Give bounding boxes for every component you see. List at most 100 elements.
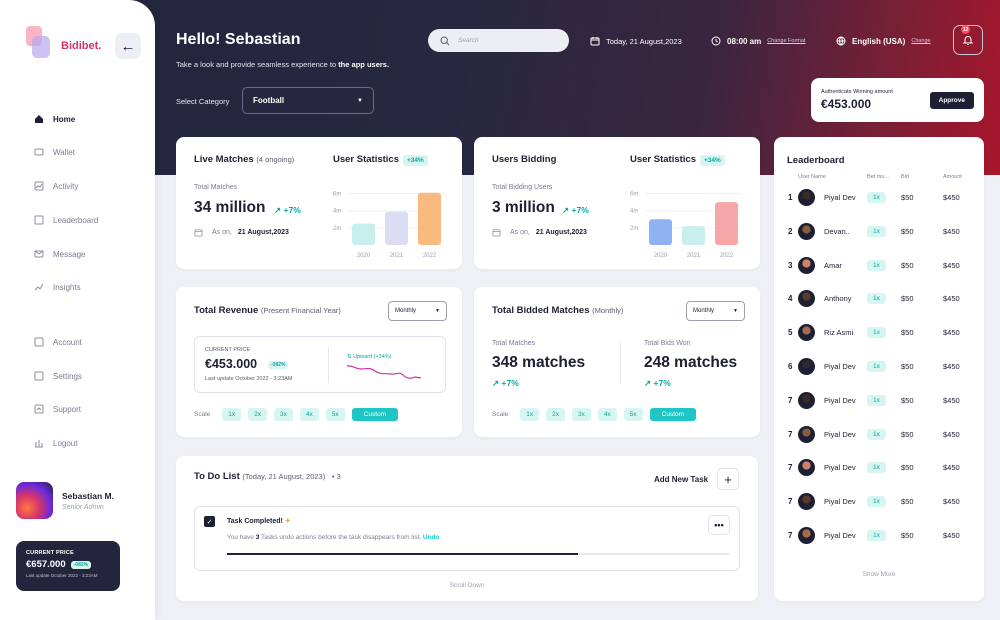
collapse-sidebar-button[interactable]: ← <box>115 33 141 59</box>
header-user-name: User Name <box>798 174 826 180</box>
total-revenue-card: Total Revenue (Present Financial Year) M… <box>176 287 462 437</box>
total-bidded-title: Total Bidded Matches (Monthly) <box>492 305 624 316</box>
scale-chip-3x[interactable]: 3x <box>274 408 293 421</box>
bet-multiplier: 1x <box>867 361 886 372</box>
bet-multiplier: 1x <box>867 530 886 541</box>
leaderboard-row[interactable]: 7 Piyal Dev 1x $50 $450 <box>774 519 984 552</box>
bid: $50 <box>901 226 914 236</box>
scale-label: Scale <box>194 411 211 418</box>
sidebar-item-account[interactable]: Account <box>34 337 82 347</box>
change-language-link[interactable]: Change <box>911 38 931 44</box>
leaderboard-row[interactable]: 5 Riz Asmi 1x $50 $450 <box>774 316 984 349</box>
total-bidded-card: Total Bidded Matches (Monthly) Monthly ▼ … <box>474 287 760 437</box>
show-more-link[interactable]: Show More <box>862 571 896 578</box>
globe-icon <box>836 36 846 46</box>
language-display: English (USA) Change <box>836 36 931 46</box>
revenue-period-dropdown[interactable]: Monthly ▼ <box>388 301 447 321</box>
bet-multiplier: 1x <box>867 225 886 237</box>
amount: $450 <box>943 429 960 439</box>
leaderboard-row[interactable]: 3 Amar 1x $50 $450 <box>774 249 984 282</box>
arrow-up-right-icon: ↗ <box>644 378 652 388</box>
arrow-left-icon: ← <box>120 37 136 55</box>
support-icon <box>34 404 44 414</box>
scale-chip-2x[interactable]: 2x <box>546 408 566 421</box>
task-menu-button[interactable]: ••• <box>708 515 730 535</box>
approve-button[interactable]: Approve <box>929 91 974 109</box>
scale-chip-1x[interactable]: 1x <box>520 408 540 421</box>
change-format-link[interactable]: Change Format <box>767 38 806 44</box>
avatar <box>798 493 815 511</box>
leaderboard-row[interactable]: 7 Piyal Dev 1x $50 $450 <box>774 485 984 518</box>
task-checkbox[interactable]: ✓ <box>204 516 215 527</box>
rank: 7 <box>788 531 793 540</box>
revenue-scale-bar: Scale 1x 2x 3x 4x 5x Custom <box>194 408 399 421</box>
price-change-badge: -082% <box>70 560 92 569</box>
bid: $50 <box>901 328 914 338</box>
scale-chip-4x[interactable]: 4x <box>597 408 617 421</box>
add-task-button[interactable]: + <box>717 468 739 490</box>
category-select[interactable]: Football ▼ <box>242 87 374 114</box>
leaderboard-row[interactable]: 7 Piyal Dev 1x $50 $450 <box>774 418 984 451</box>
leaderboard-row[interactable]: 1 Piyal Dev 1x $50 $450 <box>774 181 984 214</box>
bet-multiplier: 1x <box>867 394 886 406</box>
logout-icon <box>34 438 44 448</box>
sidebar-item-leaderboard[interactable]: Leaderboard <box>34 215 98 225</box>
sidebar-item-label: Logout <box>53 438 78 448</box>
leaderboard-row[interactable]: 6 Piyal Dev 1x $50 $450 <box>774 350 984 383</box>
scale-chip-1x[interactable]: 1x <box>222 408 242 421</box>
scale-chip-5x[interactable]: 5x <box>325 408 345 421</box>
sidebar-item-label: Leaderboard <box>53 215 99 225</box>
bet-multiplier: 1x <box>867 462 886 474</box>
scroll-down-hint[interactable]: Scroll Down <box>449 582 485 589</box>
growth-indicator: ↗ +7% <box>562 205 589 215</box>
caret-down-icon: ▼ <box>435 308 440 314</box>
undo-link[interactable]: Undo <box>422 534 440 541</box>
amount: $450 <box>943 226 960 236</box>
leaderboard-row[interactable]: 2 Devan.. 1x $50 $450 <box>774 215 984 248</box>
scale-chip-2x[interactable]: 2x <box>248 408 268 421</box>
scale-chip-3x[interactable]: 3x <box>572 408 591 421</box>
brand-name: Bidibet. <box>61 40 102 52</box>
trend-label: ⇅ Upward (+34%) <box>347 354 392 360</box>
leaderboard-row[interactable]: 7 Piyal Dev 1x $50 $450 <box>774 451 984 484</box>
total-bids-won-value: 248 matches <box>644 354 738 371</box>
more-horizontal-icon: ••• <box>714 520 724 530</box>
scale-chip-5x[interactable]: 5x <box>623 408 643 421</box>
total-bidding-label: Total Bidding Users <box>492 184 553 191</box>
sidebar-item-wallet[interactable]: Wallet <box>34 147 75 157</box>
x-tick-label: 2020 <box>654 253 668 259</box>
scale-chip-4x[interactable]: 4x <box>299 408 319 421</box>
sidebar-item-settings[interactable]: Settings <box>34 371 82 381</box>
users-bidding-title: Users Bidding <box>492 154 557 165</box>
growth-indicator: ↗ +7% <box>492 378 519 388</box>
leaderboard-card: Leaderboard User Name Bet mu... Bid Amou… <box>774 137 984 601</box>
sidebar-item-support[interactable]: Support <box>34 404 81 414</box>
sidebar-item-insights[interactable]: Insights <box>34 282 81 292</box>
search-placeholder: Search <box>458 37 479 44</box>
avatar <box>798 459 815 477</box>
add-task-label[interactable]: Add New Task <box>654 475 709 484</box>
header-bid: Bid <box>901 174 909 180</box>
scale-chip-custom[interactable]: Custom <box>351 408 399 421</box>
sidebar-item-home[interactable]: Home <box>34 114 75 124</box>
search-input[interactable]: Search <box>428 29 569 52</box>
bid: $50 <box>901 294 914 304</box>
rank: 3 <box>788 260 793 270</box>
sidebar-item-message[interactable]: Message <box>34 249 85 259</box>
bidded-period-dropdown[interactable]: Monthly ▼ <box>686 301 745 321</box>
calendar-icon <box>492 229 501 237</box>
user-profile[interactable]: Sebastian M. Senior Admin <box>16 482 114 519</box>
total-matches-value: 34 million <box>194 199 266 216</box>
account-icon <box>34 337 44 347</box>
leaderboard-row[interactable]: 4 Anthony 1x $50 $450 <box>774 282 984 315</box>
user-statistics-title: User Statistics +34% <box>333 154 428 166</box>
sidebar-item-label: Message <box>53 249 86 259</box>
total-matches-value: 348 matches <box>492 354 586 371</box>
page-title: Hello! Sebastian <box>176 31 301 48</box>
sidebar-item-activity[interactable]: Activity <box>34 181 78 191</box>
sidebar-item-logout[interactable]: Logout <box>34 438 77 448</box>
bar-2022 <box>418 192 441 245</box>
scale-chip-custom[interactable]: Custom <box>649 408 697 421</box>
leaderboard-row[interactable]: 7 Piyal Dev 1x $50 $450 <box>774 384 984 417</box>
sidebar-item-label: Activity <box>53 181 79 191</box>
